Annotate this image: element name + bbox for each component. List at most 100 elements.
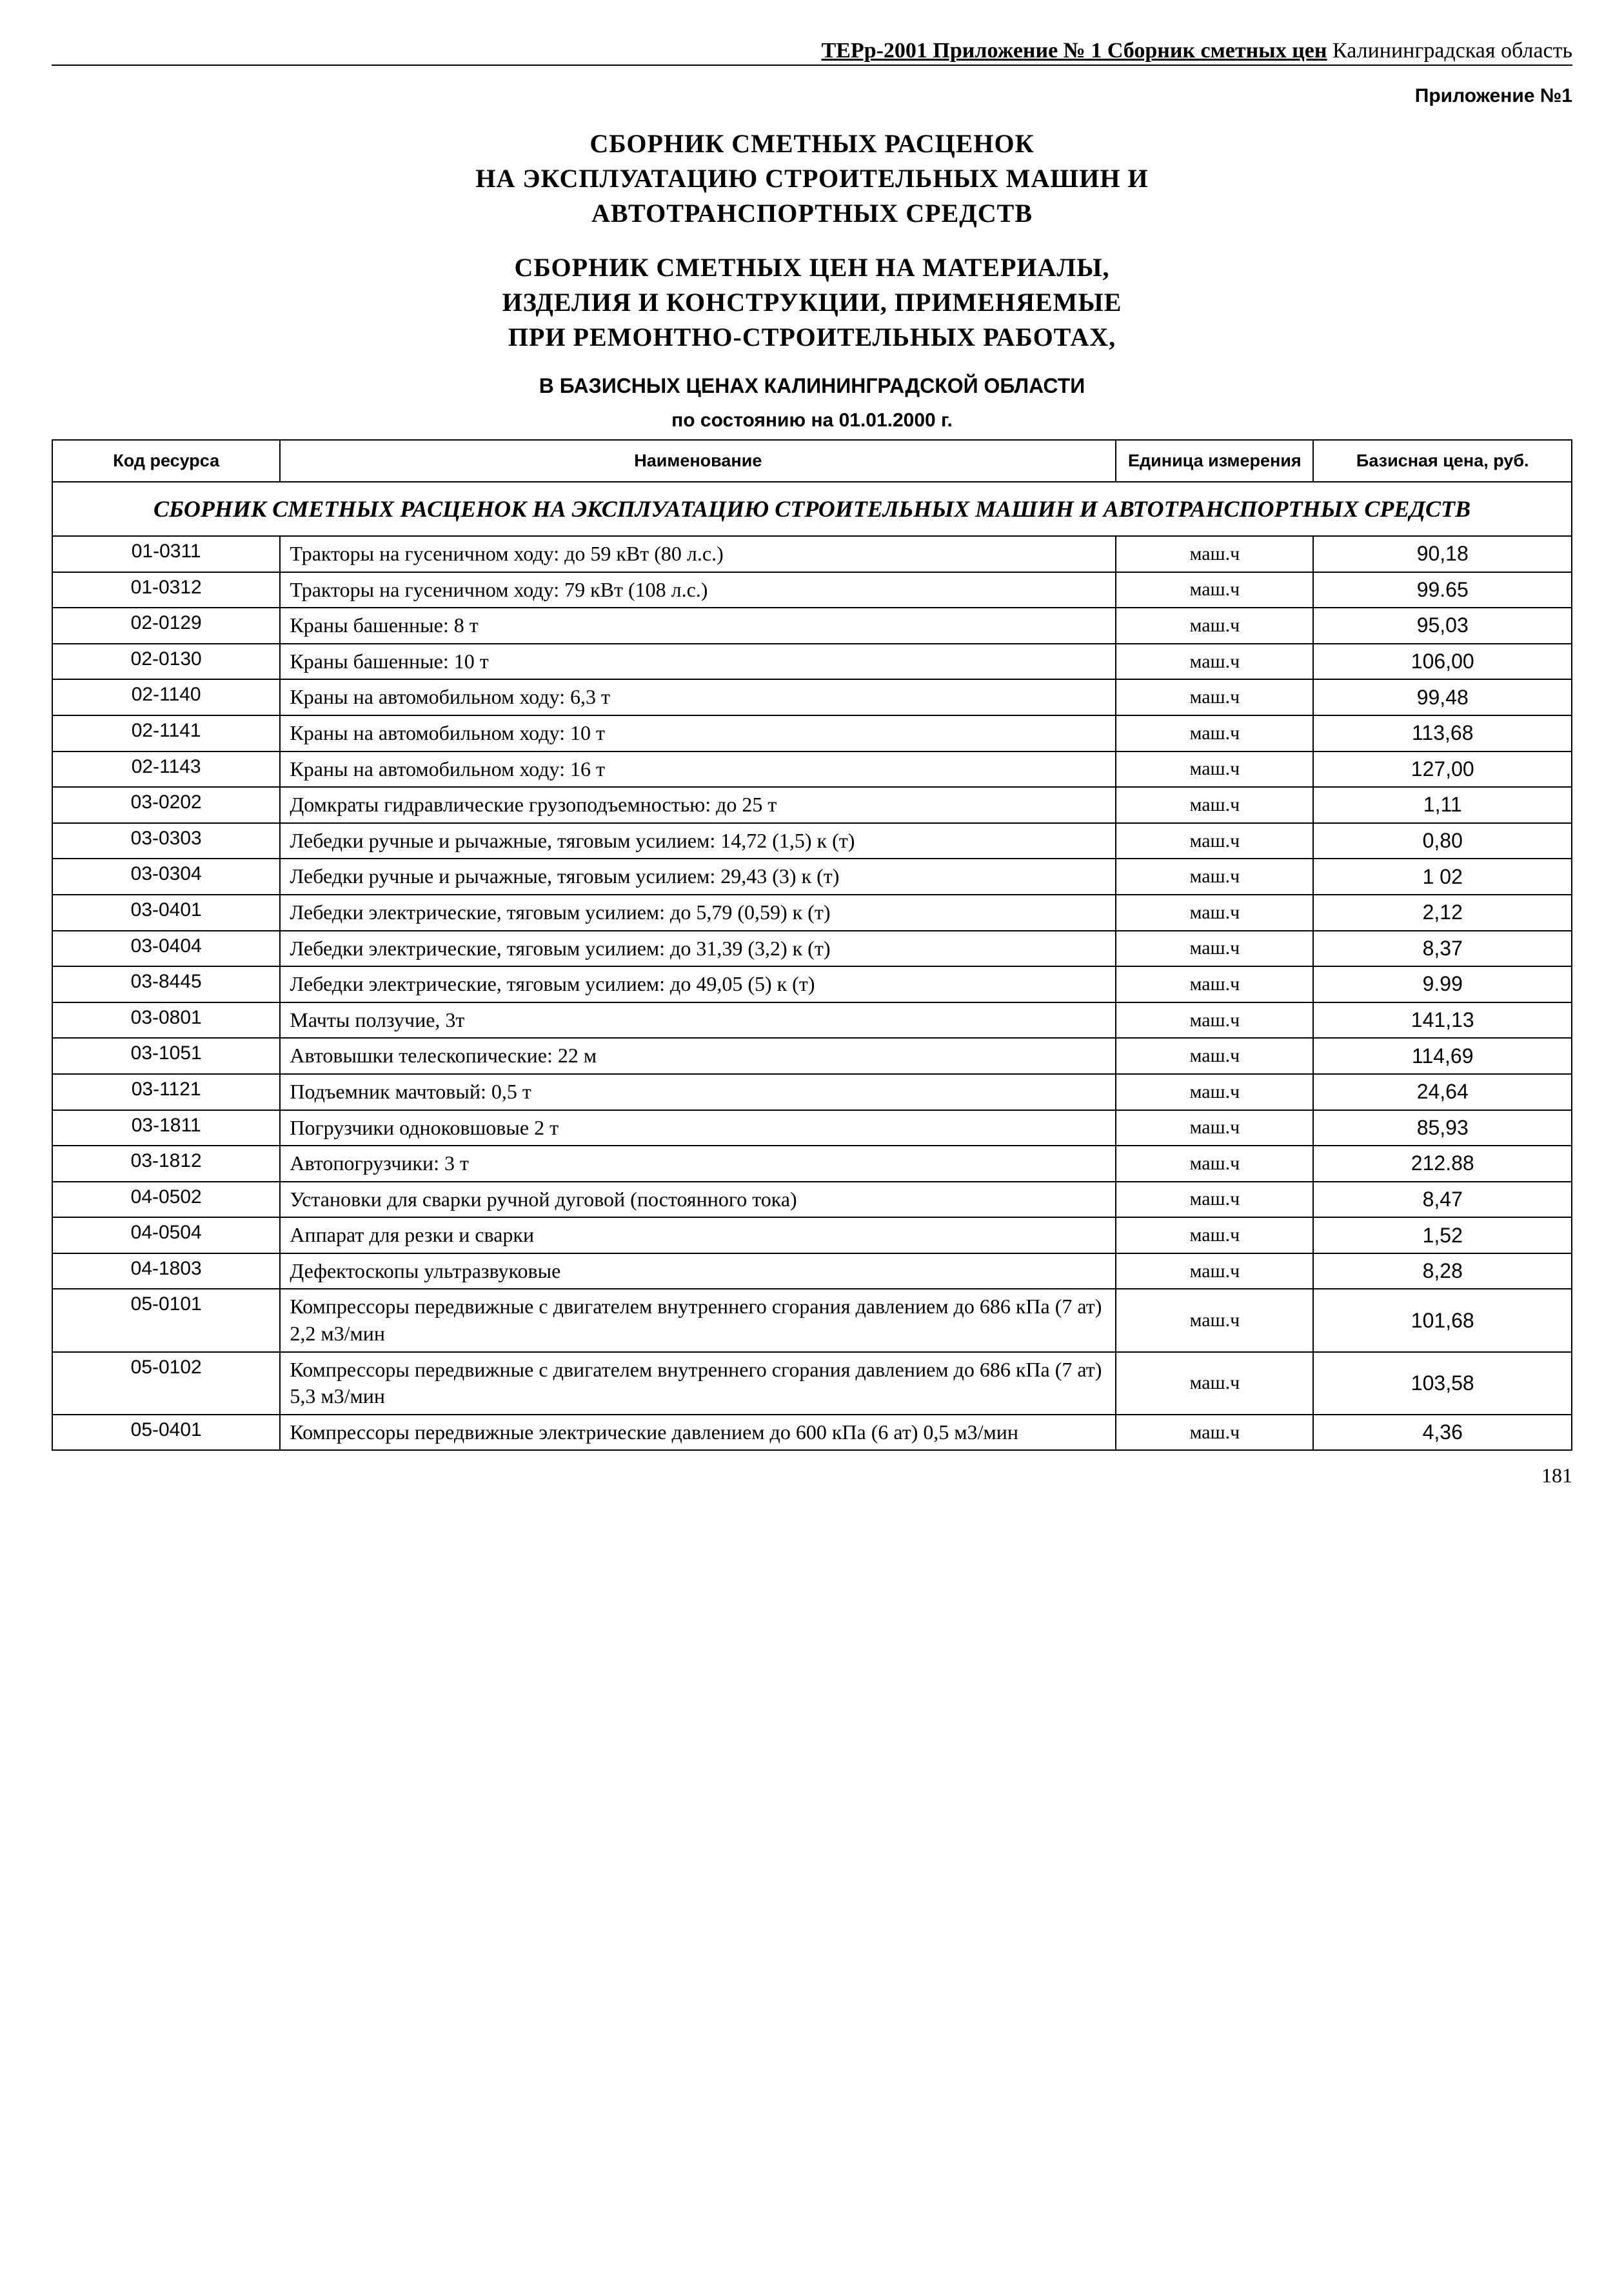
cell-name: Погрузчики одноковшовые 2 т [280,1110,1116,1146]
cell-unit: маш.ч [1116,1352,1313,1415]
cell-code: 03-0304 [52,859,280,895]
cell-unit: маш.ч [1116,715,1313,751]
cell-price: 8,47 [1313,1182,1572,1218]
cell-name: Тракторы на гусеничном ходу: до 59 кВт (… [280,536,1116,572]
col-header-price: Базисная цена, руб. [1313,440,1572,482]
table-row: 04-1803Дефектоскопы ультразвуковыемаш.ч8… [52,1253,1572,1289]
cell-unit: маш.ч [1116,751,1313,788]
cell-name: Лебедки электрические, тяговым усилием: … [280,895,1116,931]
cell-code: 03-8445 [52,966,280,1002]
cell-code: 03-0401 [52,895,280,931]
table-row: 05-0102Компрессоры передвижные с двигате… [52,1352,1572,1415]
cell-code: 02-0129 [52,608,280,644]
title-line-2: НА ЭКСПЛУАТАЦИЮ СТРОИТЕЛЬНЫХ МАШИН И [52,161,1572,196]
price-table: Код ресурса Наименование Единица измерен… [52,439,1572,1451]
table-row: 03-0401Лебедки электрические, тяговым ус… [52,895,1572,931]
main-title: СБОРНИК СМЕТНЫХ РАСЦЕНОК НА ЭКСПЛУАТАЦИЮ… [52,126,1572,231]
subtitle-line-3: ПРИ РЕМОНТНО-СТРОИТЕЛЬНЫХ РАБОТАХ, [52,320,1572,355]
cell-code: 02-1141 [52,715,280,751]
table-row: 01-0312Тракторы на гусеничном ходу: 79 к… [52,572,1572,608]
cell-name: Лебедки электрические, тяговым усилием: … [280,966,1116,1002]
cell-price: 1 02 [1313,859,1572,895]
cell-code: 04-1803 [52,1253,280,1289]
cell-name: Лебедки электрические, тяговым усилием: … [280,931,1116,967]
cell-name: Компрессоры передвижные с двигателем вну… [280,1289,1116,1351]
cell-code: 03-1812 [52,1146,280,1182]
cell-code: 01-0312 [52,572,280,608]
table-row: 03-0303Лебедки ручные и рычажные, тяговы… [52,823,1572,859]
table-row: 03-0404Лебедки электрические, тяговым ус… [52,931,1572,967]
cell-name: Краны на автомобильном ходу: 10 т [280,715,1116,751]
document-header: ТЕРр-2001 Приложение № 1 Сборник сметных… [52,39,1572,66]
table-row: 04-0504Аппарат для резки и сваркимаш.ч1,… [52,1217,1572,1253]
cell-name: Подъемник мачтовый: 0,5 т [280,1074,1116,1110]
cell-code: 01-0311 [52,536,280,572]
cell-unit: маш.ч [1116,1289,1313,1351]
table-row: 03-1121Подъемник мачтовый: 0,5 тмаш.ч24,… [52,1074,1572,1110]
cell-unit: маш.ч [1116,644,1313,680]
cell-price: 141,13 [1313,1002,1572,1039]
cell-unit: маш.ч [1116,679,1313,715]
cell-unit: маш.ч [1116,1038,1313,1074]
cell-unit: маш.ч [1116,1146,1313,1182]
cell-name: Установки для сварки ручной дуговой (пос… [280,1182,1116,1218]
cell-name: Краны на автомобильном ходу: 6,3 т [280,679,1116,715]
table-row: 03-1051Автовышки телескопические: 22 мма… [52,1038,1572,1074]
cell-unit: маш.ч [1116,536,1313,572]
cell-name: Краны на автомобильном ходу: 16 т [280,751,1116,788]
cell-unit: маш.ч [1116,895,1313,931]
cell-unit: маш.ч [1116,823,1313,859]
cell-code: 02-1140 [52,679,280,715]
cell-name: Компрессоры передвижные с двигателем вну… [280,1352,1116,1415]
table-row: 05-0401Компрессоры передвижные электриче… [52,1415,1572,1451]
cell-name: Компрессоры передвижные электрические да… [280,1415,1116,1451]
table-row: 02-1140Краны на автомобильном ходу: 6,3 … [52,679,1572,715]
table-row: 02-1141Краны на автомобильном ходу: 10 т… [52,715,1572,751]
table-row: 03-0202Домкраты гидравлические грузоподъ… [52,787,1572,823]
cell-name: Мачты ползучие, 3т [280,1002,1116,1039]
cell-price: 212.88 [1313,1146,1572,1182]
cell-unit: маш.ч [1116,1217,1313,1253]
cell-price: 1,11 [1313,787,1572,823]
subtitle-line-1: СБОРНИК СМЕТНЫХ ЦЕН НА МАТЕРИАЛЫ, [52,250,1572,285]
cell-code: 05-0102 [52,1352,280,1415]
cell-code: 02-0130 [52,644,280,680]
cell-name: Краны башенные: 10 т [280,644,1116,680]
cell-price: 2,12 [1313,895,1572,931]
cell-unit: маш.ч [1116,1074,1313,1110]
cell-name: Лебедки ручные и рычажные, тяговым усили… [280,859,1116,895]
table-row: 05-0101Компрессоры передвижные с двигате… [52,1289,1572,1351]
cell-name: Тракторы на гусеничном ходу: 79 кВт (108… [280,572,1116,608]
cell-code: 03-1051 [52,1038,280,1074]
cell-name: Домкраты гидравлические грузоподъемность… [280,787,1116,823]
cell-unit: маш.ч [1116,1182,1313,1218]
table-row: 02-0130Краны башенные: 10 тмаш.ч106,00 [52,644,1572,680]
cell-code: 03-0404 [52,931,280,967]
cell-unit: маш.ч [1116,608,1313,644]
annex-label: Приложение №1 [52,85,1572,107]
table-header-row: Код ресурса Наименование Единица измерен… [52,440,1572,482]
cell-code: 04-0502 [52,1182,280,1218]
cell-unit: маш.ч [1116,966,1313,1002]
cell-name: Дефектоскопы ультразвуковые [280,1253,1116,1289]
section-header: СБОРНИК СМЕТНЫХ РАСЦЕНОК НА ЭКСПЛУАТАЦИЮ… [52,482,1572,536]
cell-unit: маш.ч [1116,931,1313,967]
table-row: 02-1143Краны на автомобильном ходу: 16 т… [52,751,1572,788]
table-row: 03-0304Лебедки ручные и рычажные, тяговы… [52,859,1572,895]
cell-unit: маш.ч [1116,572,1313,608]
cell-price: 99,48 [1313,679,1572,715]
table-row: 04-0502Установки для сварки ручной дугов… [52,1182,1572,1218]
cell-price: 24,64 [1313,1074,1572,1110]
cell-price: 1,52 [1313,1217,1572,1253]
cell-unit: маш.ч [1116,787,1313,823]
table-row: 03-1812Автопогрузчики: 3 тмаш.ч212.88 [52,1146,1572,1182]
title-line-3: АВТОТРАНСПОРТНЫХ СРЕДСТВ [52,196,1572,231]
cell-code: 02-1143 [52,751,280,788]
cell-price: 0,80 [1313,823,1572,859]
cell-name: Автопогрузчики: 3 т [280,1146,1116,1182]
cell-price: 113,68 [1313,715,1572,751]
cell-name: Автовышки телескопические: 22 м [280,1038,1116,1074]
table-row: 03-1811Погрузчики одноковшовые 2 тмаш.ч8… [52,1110,1572,1146]
cell-unit: маш.ч [1116,859,1313,895]
cell-price: 8,37 [1313,931,1572,967]
